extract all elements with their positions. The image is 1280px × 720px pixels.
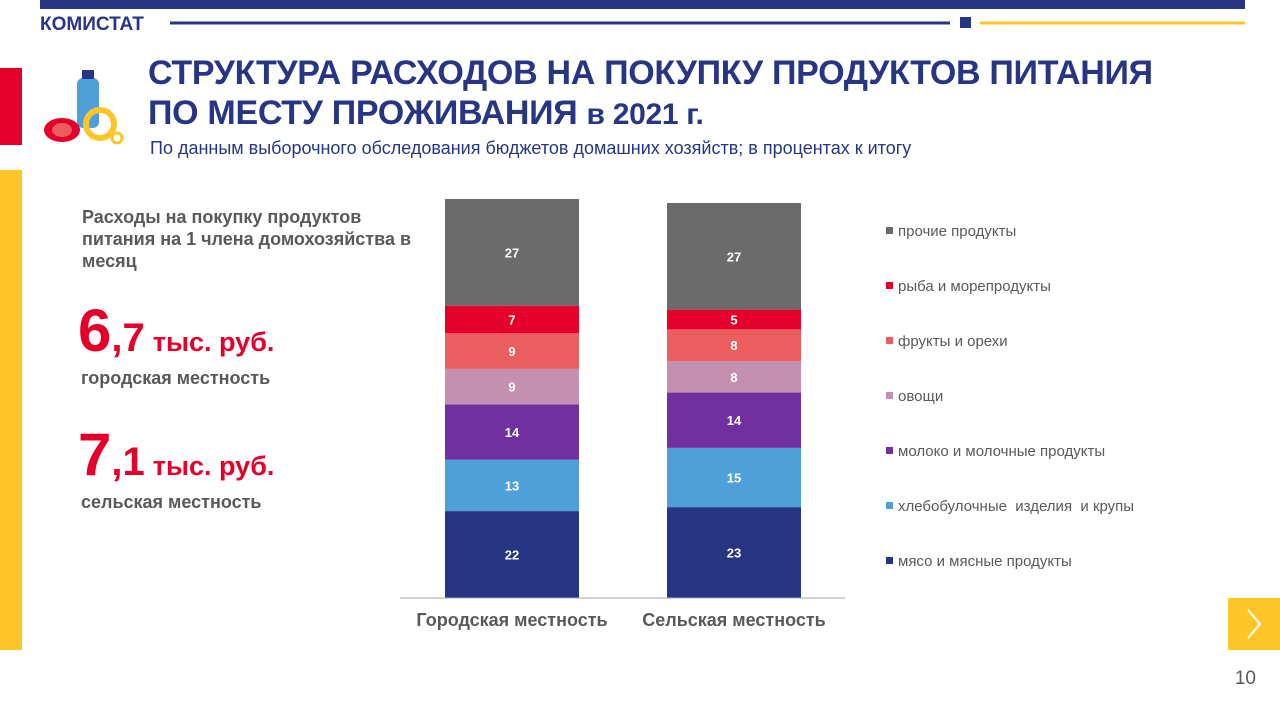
side-bar [0, 170, 22, 650]
amount-frac: ,1 [111, 440, 145, 484]
legend-label: молоко и молочные продукты [898, 443, 1105, 460]
subtitle: По данным выборочного обследования бюдже… [150, 138, 912, 158]
food-icon [44, 70, 124, 145]
data-label: 7 [508, 312, 515, 327]
legend-swatch [886, 227, 893, 234]
legend-swatch [886, 392, 893, 399]
legend-label: рыба и морепродукты [898, 278, 1051, 295]
data-label: 5 [730, 312, 737, 327]
x-tick-label: Городская местность [416, 610, 607, 630]
legend-swatch [886, 502, 893, 509]
title: ПО МЕСТУ ПРОЖИВАНИЯ в 2021 г. [148, 94, 704, 133]
bar-segment [445, 305, 579, 334]
bar-segment [667, 392, 801, 448]
data-label: 8 [730, 370, 737, 385]
bar-segment [445, 368, 579, 405]
legend-label: фрукты и орехи [898, 333, 1008, 350]
legend-swatch [886, 337, 893, 344]
amount: 7,1 тыс. руб. [78, 420, 274, 489]
bar-segment [445, 333, 579, 369]
amount-label: городская местность [81, 368, 271, 388]
data-label: 14 [505, 425, 520, 440]
header-square [960, 17, 971, 28]
bar-segment [667, 329, 801, 361]
amount-frac: ,7 [111, 316, 145, 360]
bar-segment [667, 507, 801, 598]
amount-unit: тыс. руб. [152, 451, 275, 481]
next-button[interactable] [1228, 598, 1280, 650]
bar-segment [445, 511, 579, 598]
legend-swatch [886, 447, 893, 454]
side-bar [0, 68, 22, 145]
data-label: 8 [730, 338, 737, 353]
data-label: 9 [508, 380, 515, 395]
amount-int: 6 [78, 297, 112, 364]
legend-label: овощи [898, 388, 943, 405]
data-label: 27 [727, 249, 741, 264]
side-heading: Расходы на покупку продуктов питания на … [82, 207, 412, 271]
brand: КОМИСТАТ [40, 14, 144, 35]
bar-segment [667, 309, 801, 330]
x-tick-label: Сельская местность [642, 610, 825, 630]
title-part: ПО МЕСТУ ПРОЖИВАНИЯ [148, 94, 578, 132]
legend-label: мясо и мясные продукты [898, 553, 1072, 570]
bar-segment [445, 459, 579, 512]
title-part: в 2021 г. [586, 98, 704, 131]
legend-swatch [886, 282, 893, 289]
data-label: 23 [727, 546, 741, 561]
data-label: 9 [508, 344, 515, 359]
legend-label: хлебобулочные изделия и крупы [898, 498, 1134, 515]
next-arrow [1247, 609, 1262, 639]
bar-segment [667, 202, 801, 310]
page-number: 10 [1234, 668, 1256, 689]
bar-segment [667, 360, 801, 393]
top-bar [40, 0, 1245, 9]
title: СТРУКТУРА РАСХОДОВ НА ПОКУПКУ ПРОДУКТОВ … [148, 54, 1153, 92]
data-label: 22 [505, 548, 519, 563]
bar-segment [667, 447, 801, 508]
data-label: 13 [505, 478, 519, 493]
data-label: 15 [727, 471, 741, 486]
amount-label: сельская местность [81, 492, 262, 512]
data-label: 27 [505, 245, 519, 260]
legend-swatch [886, 557, 893, 564]
amount-unit: тыс. руб. [152, 327, 275, 357]
data-label: 14 [727, 413, 742, 428]
bar-segment [445, 404, 579, 460]
amount-int: 7 [78, 421, 112, 488]
legend-label: прочие продукты [898, 223, 1016, 240]
amount: 6,7 тыс. руб. [78, 296, 274, 365]
bar-segment [445, 199, 579, 306]
